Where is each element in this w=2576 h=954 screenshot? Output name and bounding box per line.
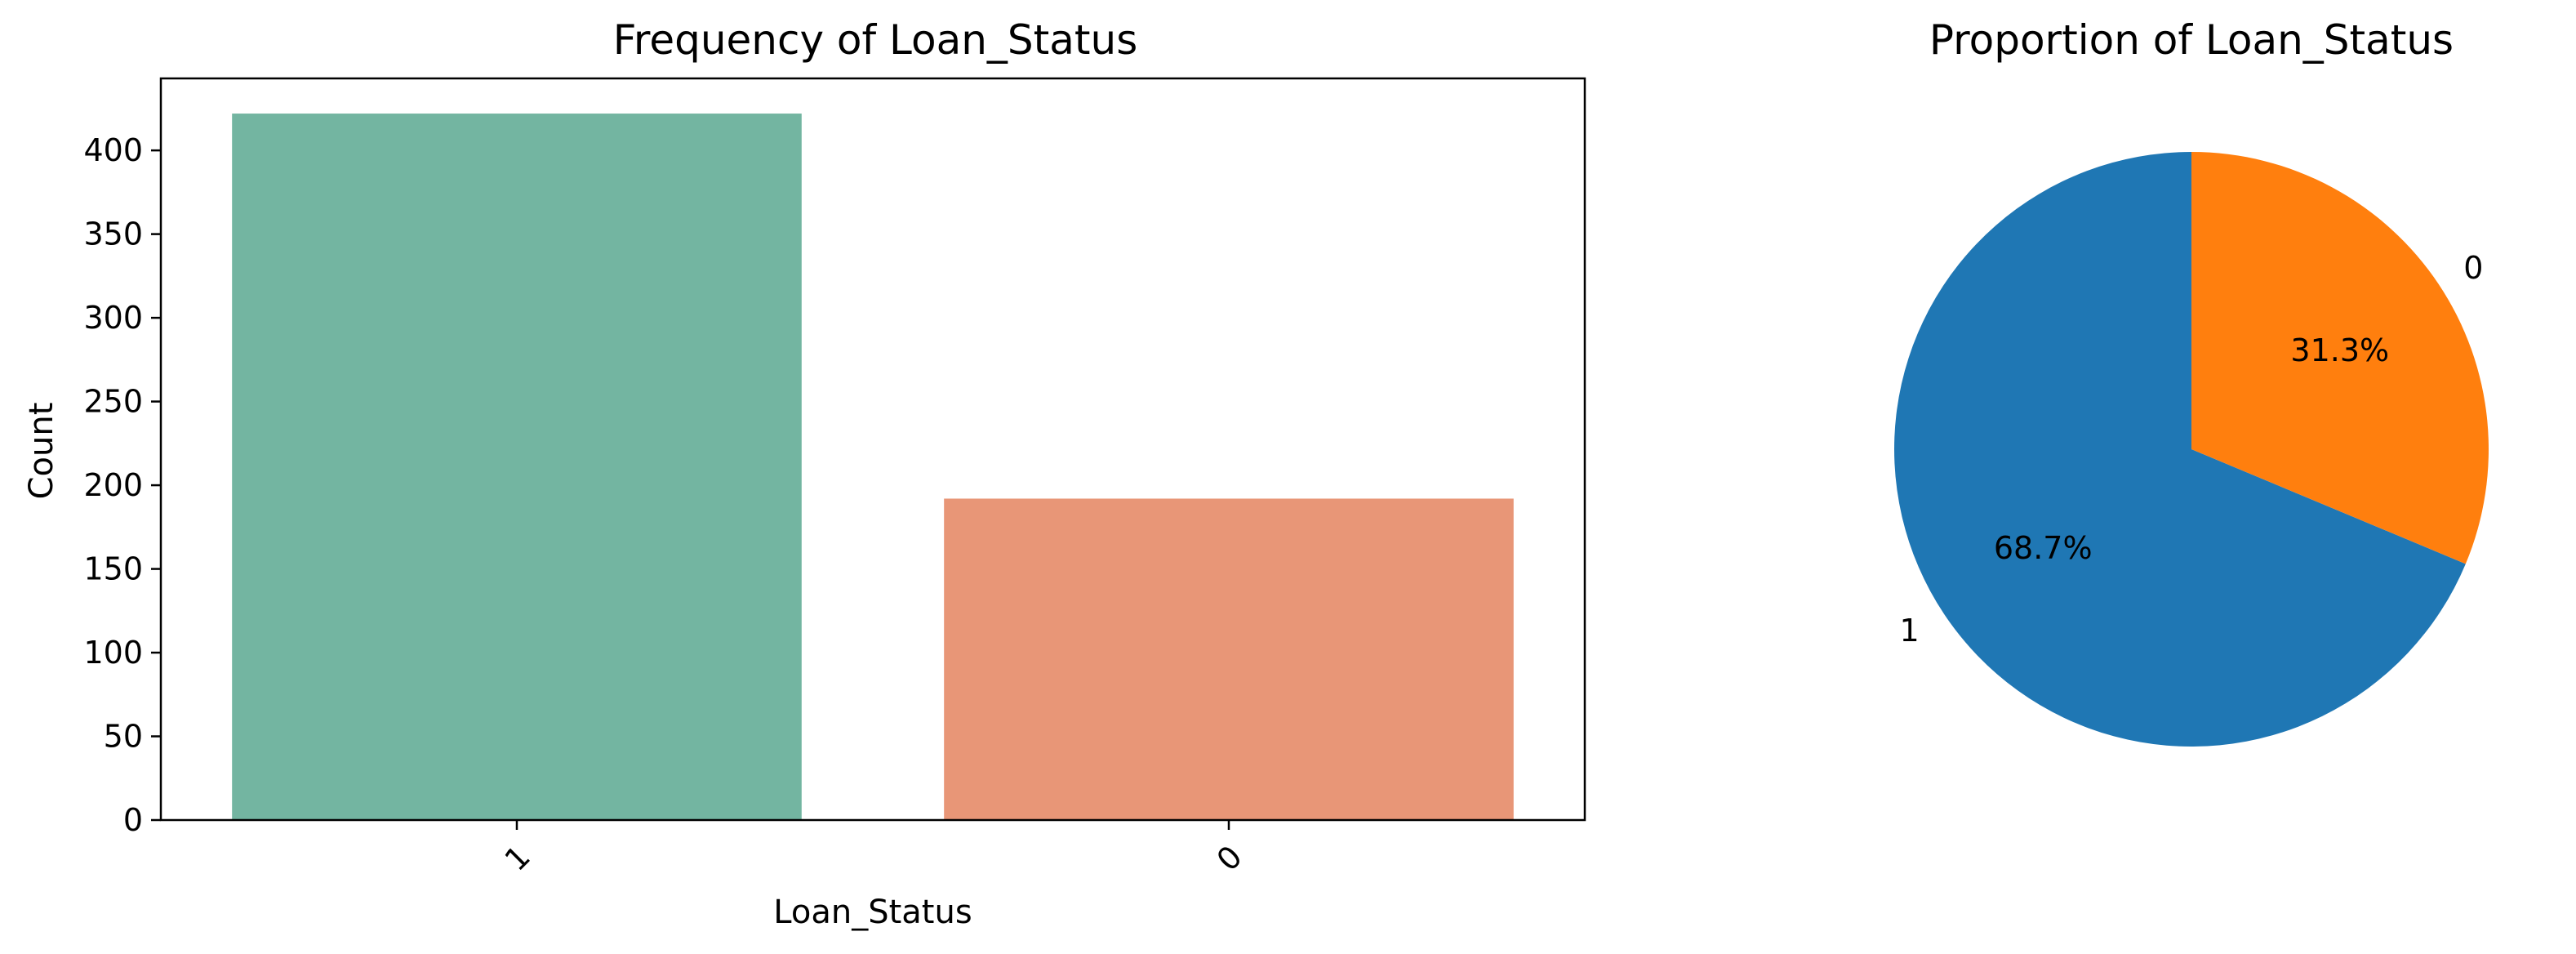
bar-0 bbox=[944, 498, 1514, 820]
y-tick-label: 50 bbox=[104, 719, 143, 755]
pie-chart-title: Proportion of Loan_Status bbox=[1929, 16, 2454, 64]
pie-marks: 1 68.7% 0 31.3% bbox=[1893, 152, 2489, 747]
y-tick-label: 250 bbox=[83, 384, 143, 420]
bar-1 bbox=[232, 114, 802, 820]
y-tick-label: 0 bbox=[123, 802, 143, 838]
pie-chart: Proportion of Loan_Status 1 68.7% 0 31.3% bbox=[1893, 16, 2489, 747]
x-tick-label: 0 bbox=[1210, 839, 1249, 878]
y-tick-label: 200 bbox=[83, 467, 143, 503]
y-axis-label: Count bbox=[23, 403, 60, 500]
x-tick-label: 1 bbox=[498, 839, 537, 878]
pie-slice-0 bbox=[2191, 152, 2489, 564]
plot-frame bbox=[159, 77, 1586, 822]
bar-chart: Frequency of Loan_Status 050100150200250… bbox=[23, 16, 1586, 931]
pie-percent-0: 31.3% bbox=[2290, 332, 2389, 368]
x-axis-label: Loan_Status bbox=[773, 894, 972, 931]
y-tick-label: 350 bbox=[83, 216, 143, 252]
bar-chart-title: Frequency of Loan_Status bbox=[613, 16, 1138, 64]
y-tick-label: 100 bbox=[83, 635, 143, 671]
y-tick-label: 400 bbox=[83, 132, 143, 168]
pie-label-1: 1 bbox=[1900, 613, 1920, 649]
pie-slice-1 bbox=[1893, 152, 2466, 747]
y-tick-label: 300 bbox=[83, 300, 143, 336]
y-tick-label: 150 bbox=[83, 551, 143, 587]
y-axis-ticks: 0 50 100 150 200 250 300 350 400 bbox=[83, 132, 161, 838]
pie-label-0: 0 bbox=[2463, 250, 2483, 286]
pie-percent-1: 68.7% bbox=[1994, 530, 2093, 566]
bar-marks bbox=[232, 114, 1514, 820]
